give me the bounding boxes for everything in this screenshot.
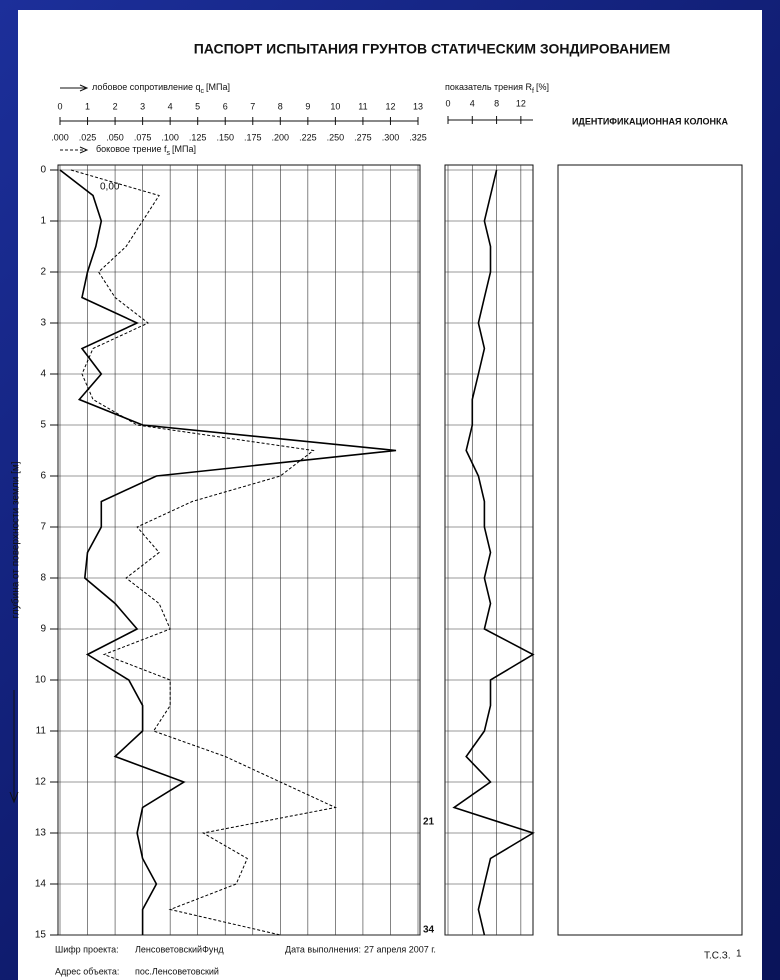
y-tick-label: 11 [36, 726, 47, 737]
paper [18, 10, 762, 980]
x-tick-label: 8 [494, 98, 499, 108]
axis-label-unit: [МПа] [206, 82, 230, 92]
y-axis-label: глубина от поверхности земли [м] [10, 461, 22, 618]
x-tick-label: 11 [358, 101, 367, 111]
x-tick-label: .175 [244, 132, 262, 142]
axis-label-name: лобовое сопротивление q [92, 82, 201, 92]
x-tick-label: .250 [327, 132, 345, 142]
axis-label: боковое трение fs [МПа] [96, 144, 196, 156]
x-tick-label: .225 [299, 132, 317, 142]
x-tick-label: 8 [278, 101, 283, 111]
footer-label: Шифр проекта: [55, 944, 119, 954]
x-tick-label: .275 [354, 132, 372, 142]
data-line [452, 169, 535, 936]
fs-line [70, 169, 338, 936]
x-tick-label: 10 [330, 101, 340, 111]
x-tick-label: 13 [413, 101, 423, 111]
x-tick-label: 0 [57, 101, 62, 111]
data-line [59, 169, 397, 935]
y-tick-label: 9 [40, 624, 46, 635]
y-tick-label: 2 [40, 267, 46, 278]
y-tick-label: 7 [40, 522, 46, 533]
x-tick-label: 5 [195, 101, 200, 111]
identification-column [557, 164, 743, 936]
y-tick-label: 5 [40, 420, 46, 431]
y-tick-label: 8 [40, 573, 46, 584]
axis-label-sub: s [167, 150, 171, 157]
x-tick-label: .075 [134, 132, 152, 142]
axis-label: показатель трения Rf [%] [445, 82, 549, 94]
y-tick-label: 3 [40, 318, 46, 329]
x-tick-label: 7 [250, 101, 255, 111]
x-tick-label: 3 [140, 101, 145, 111]
footer-value: пос.Ленсоветовский [135, 966, 219, 976]
footer-value: 27 апреля 2007 г. [364, 944, 436, 954]
y-tick-label: 4 [40, 369, 46, 380]
axis-arrow-head [79, 84, 89, 92]
y-tick-label: 10 [35, 675, 47, 686]
x-tick-label: 4 [168, 101, 173, 111]
x-tick-label: 1 [85, 101, 90, 111]
y-tick-label: 6 [40, 471, 46, 482]
axis-label-unit: [%] [536, 82, 549, 92]
depth-arrow-head [9, 791, 19, 804]
y-tick-label: 12 [35, 777, 47, 788]
x-tick-label: .125 [189, 132, 207, 142]
sheet-number: 1 [736, 949, 742, 960]
x-tick-label: 12 [385, 101, 395, 111]
annotation: 21 [423, 817, 435, 828]
y-tick-label: 1 [40, 216, 46, 227]
footer-label: Адрес объекта: [55, 966, 119, 976]
x-tick-label: 0 [445, 98, 450, 108]
x-tick-label: .300 [382, 132, 400, 142]
axis-label-name: показатель трения R [445, 82, 533, 92]
axis-label-name: боковое трение f [96, 144, 167, 154]
axis-label-unit: [МПа] [172, 144, 196, 154]
x-tick-label: .050 [106, 132, 124, 142]
footer-value: ЛенсоветовскийФунд [135, 944, 224, 954]
chart-title: ПАСПОРТ ИСПЫТАНИЯ ГРУНТОВ СТАТИЧЕСКИМ ЗО… [194, 41, 671, 57]
footer-label: Дата выполнения: [285, 944, 361, 954]
x-tick-label: 9 [305, 101, 310, 111]
x-tick-label: .200 [272, 132, 290, 142]
y-tick-label: 0 [40, 165, 46, 176]
column-title: ИДЕНТИФИКАЦИОННАЯ КОЛОНКА [572, 116, 729, 126]
x-tick-label: .000 [51, 132, 69, 142]
x-tick-label: 4 [470, 98, 475, 108]
x-tick-label: 2 [113, 101, 118, 111]
x-tick-label: 12 [516, 98, 526, 108]
y-tick-label: 15 [35, 930, 47, 941]
x-tick-label: 6 [223, 101, 228, 111]
sheet-label: Т.С.З. [704, 951, 731, 962]
x-tick-label: .325 [409, 132, 427, 142]
x-tick-label: .150 [216, 132, 234, 142]
y-tick-label: 13 [35, 828, 47, 839]
annotation: 34 [423, 925, 435, 936]
annotation: 0,00 [100, 182, 120, 193]
x-tick-label: .100 [161, 132, 179, 142]
y-label-group: глубина от поверхности земли [м] [10, 461, 22, 618]
axis-label: лобовое сопротивление qc [МПа] [92, 82, 230, 94]
axis-arrow-head [79, 146, 89, 154]
y-tick-label: 14 [35, 879, 47, 890]
x-tick-label: .025 [79, 132, 97, 142]
axis-label-sub: f [532, 88, 534, 95]
axis-label-sub: c [201, 88, 205, 95]
